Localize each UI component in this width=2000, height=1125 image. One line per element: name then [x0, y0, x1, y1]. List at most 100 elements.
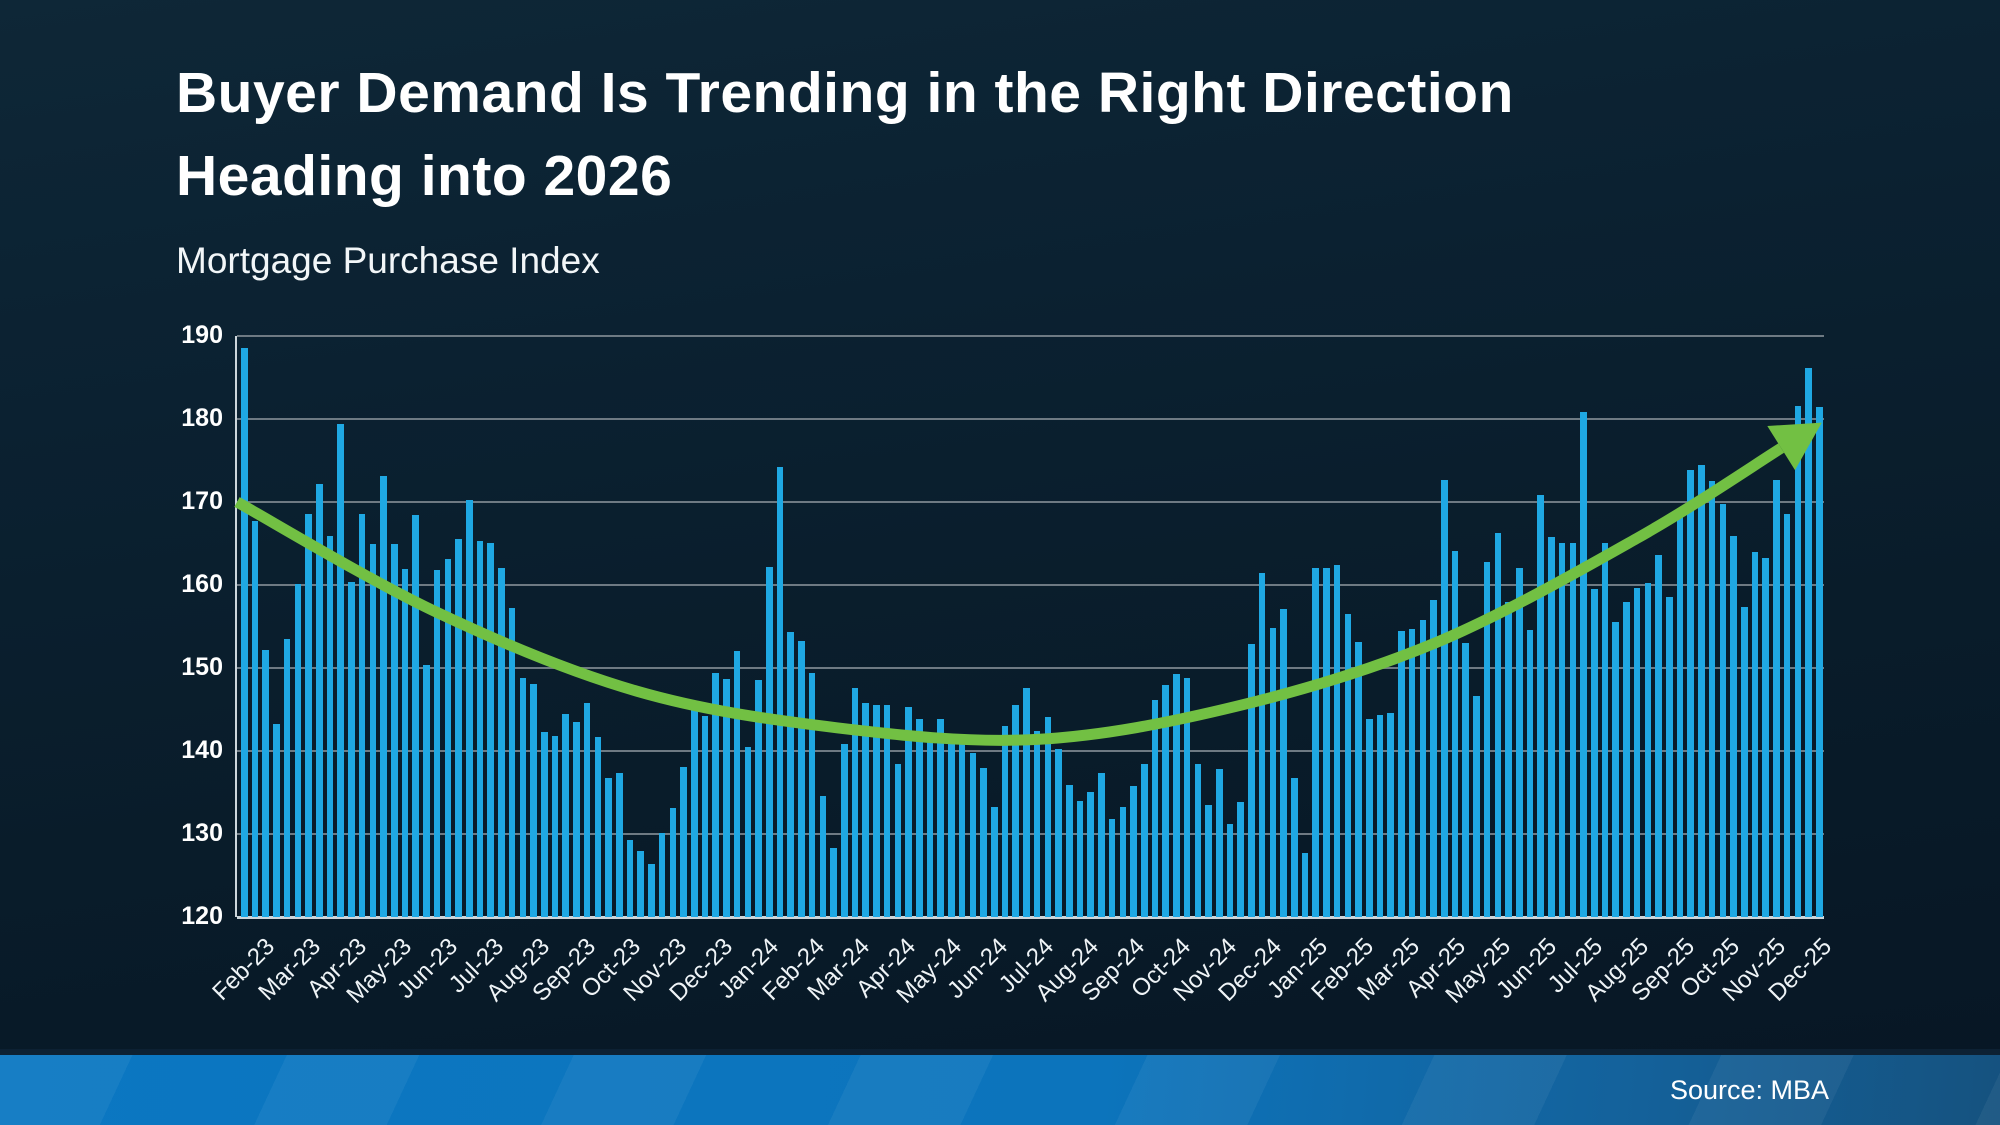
- y-axis-line: [235, 336, 237, 917]
- bar: [1548, 536, 1555, 917]
- bar: [948, 742, 955, 917]
- bar: [1655, 555, 1662, 917]
- bar: [894, 764, 902, 917]
- bar: [1066, 785, 1073, 917]
- y-tick-label-120: 120: [181, 902, 223, 930]
- bar: [1462, 643, 1470, 917]
- bar: [851, 687, 859, 917]
- bar: [1451, 550, 1459, 917]
- bar: [798, 641, 805, 917]
- bar: [1119, 807, 1127, 917]
- bar: [658, 833, 666, 917]
- bar: [594, 736, 602, 917]
- bar: [755, 680, 762, 917]
- bar: [733, 651, 741, 917]
- footer-stripe-pattern: [0, 1055, 2000, 1125]
- bar: [1323, 567, 1330, 917]
- bar: [294, 584, 302, 917]
- bar: [562, 713, 570, 917]
- bar: [380, 476, 387, 917]
- bar: [937, 718, 945, 917]
- bar: [916, 719, 923, 917]
- mortgage-purchase-index-bar-chart: 190 180 170 160 150 140 130 120 Feb-23 Mar-23 Apr…: [181, 321, 1837, 1009]
- bar: [980, 767, 987, 917]
- bar: [1719, 503, 1727, 917]
- bar: [926, 737, 934, 917]
- bar: [1376, 715, 1384, 917]
- bar: [1580, 412, 1587, 917]
- bar: [326, 536, 334, 917]
- bar: [1312, 568, 1320, 917]
- bar: [723, 678, 730, 917]
- bar: [358, 514, 366, 917]
- bar: [391, 544, 398, 917]
- bar: [883, 705, 891, 917]
- bar: [1280, 609, 1287, 917]
- y-tick-label-140: 140: [181, 736, 223, 764]
- bar: [1248, 643, 1255, 917]
- bar: [1537, 495, 1545, 917]
- bar: [1023, 687, 1030, 917]
- bar: [958, 742, 966, 917]
- bar: [1633, 587, 1641, 917]
- bar: [1751, 551, 1759, 917]
- bar: [251, 521, 259, 917]
- bar: [1762, 558, 1770, 917]
- bar: [1141, 764, 1148, 917]
- bar: [583, 702, 591, 917]
- bar: [1473, 696, 1480, 917]
- bar: [1194, 764, 1202, 917]
- bar: [701, 716, 709, 917]
- bar: [605, 777, 612, 917]
- bar: [637, 850, 645, 917]
- bar: [616, 773, 623, 917]
- bar: [508, 608, 516, 917]
- bar: [1291, 777, 1298, 917]
- bar: [1505, 602, 1512, 917]
- chart-subtitle: Mortgage Purchase Index: [176, 240, 600, 282]
- bar: [1783, 513, 1791, 917]
- bar: [551, 736, 559, 917]
- source-label: Source: MBA: [1669, 1075, 1829, 1105]
- bar: [680, 766, 687, 917]
- bar: [1012, 705, 1020, 917]
- bar: [819, 795, 827, 917]
- bar: [1269, 628, 1277, 917]
- bar: [626, 839, 634, 917]
- bar: [541, 731, 548, 917]
- bar: [808, 672, 816, 917]
- bar: [830, 848, 837, 917]
- bar: [841, 743, 848, 917]
- bar: [873, 705, 880, 917]
- bar: [1333, 565, 1341, 917]
- bar: [1601, 542, 1609, 917]
- bar: [519, 677, 527, 917]
- gridline-140: [237, 750, 1824, 752]
- bar: [1805, 368, 1812, 917]
- bar: [487, 542, 495, 917]
- bar: [1816, 406, 1823, 917]
- page-title-line1: Buyer Demand Is Trending in the Right Di…: [176, 61, 1514, 125]
- bar: [1558, 542, 1566, 917]
- bar: [498, 567, 505, 917]
- bar: [1419, 619, 1427, 917]
- bar: [1355, 642, 1362, 917]
- y-tick-label-170: 170: [181, 487, 223, 515]
- footer-strip: Source: MBA: [0, 1049, 2000, 1125]
- bar: [969, 752, 977, 917]
- bar: [862, 702, 870, 917]
- gridline-130: [237, 833, 1824, 835]
- bar: [1730, 536, 1737, 917]
- bar: [1644, 582, 1652, 917]
- bar: [401, 569, 409, 917]
- bar: [1430, 599, 1437, 917]
- bar: [1033, 731, 1041, 917]
- bar: [1483, 561, 1491, 917]
- header: Buyer Demand Is Trending in the Right Di…: [176, 52, 1826, 282]
- bar: [1162, 684, 1170, 917]
- bar: [1516, 567, 1523, 917]
- bar: [1526, 629, 1534, 917]
- page-title: Buyer Demand Is Trending in the Right Di…: [176, 52, 1826, 218]
- bar: [348, 581, 355, 917]
